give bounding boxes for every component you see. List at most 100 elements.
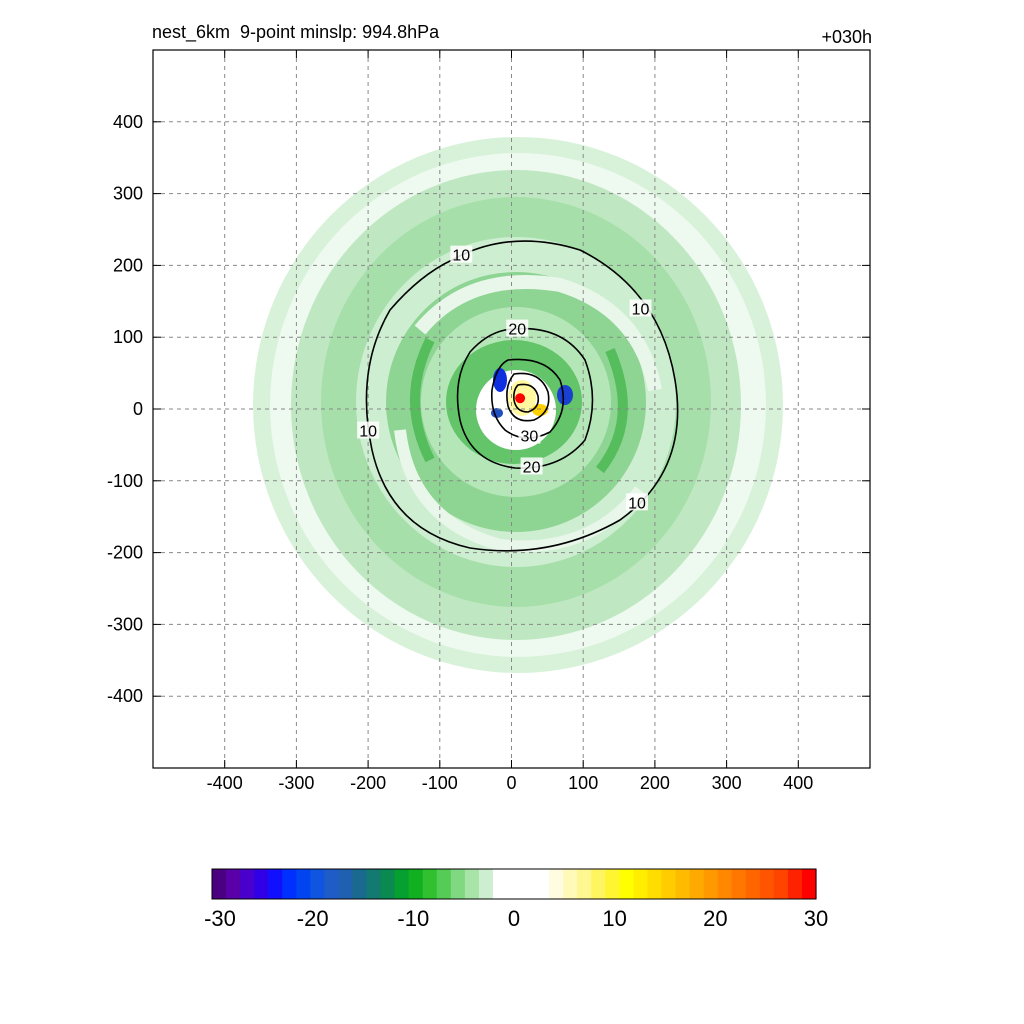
colorbar-segment xyxy=(324,869,340,899)
colorbar-segment xyxy=(661,869,677,899)
colorbar-segment xyxy=(703,869,719,899)
colorbar-segment xyxy=(717,869,733,899)
colorbar-segment xyxy=(521,869,536,899)
field-neg-core-1 xyxy=(493,368,507,392)
colorbar-segment xyxy=(408,869,424,899)
contour-inner-2 xyxy=(513,383,540,413)
colorbar-segment xyxy=(310,869,325,899)
colorbar-segment xyxy=(352,869,368,899)
colorbar-segment xyxy=(366,869,382,899)
contour-label: 10 xyxy=(452,248,470,265)
colorbar-segment xyxy=(619,869,634,899)
field-spiral-2 xyxy=(394,429,645,553)
x-tick-label: -100 xyxy=(422,773,458,793)
y-tick-label: -300 xyxy=(107,614,143,634)
forecast-hour-label: +030h xyxy=(821,27,872,47)
field-neg-core-2 xyxy=(557,385,573,405)
y-tick-label: -100 xyxy=(107,471,143,491)
colorbar-segment xyxy=(450,869,466,899)
y-axis-ticks: 400 300 200 100 0 -100 -200 -300 -400 xyxy=(107,112,870,706)
colorbar-segment xyxy=(296,869,311,899)
field-spiral-3 xyxy=(596,348,628,474)
colorbar-tick-label: -20 xyxy=(297,906,329,931)
x-tick-label: 200 xyxy=(640,773,670,793)
field-spiral-1 xyxy=(414,275,662,392)
colorbar xyxy=(211,868,817,900)
colorbar-segment xyxy=(591,869,606,899)
colorbar-segment xyxy=(436,869,452,899)
x-tick-label: -200 xyxy=(350,773,386,793)
colorbar-segment xyxy=(506,869,522,899)
storm-center-marker xyxy=(515,393,526,404)
y-tick-label: 100 xyxy=(113,327,143,347)
colorbar-segment xyxy=(745,869,761,899)
colorbar-segment xyxy=(338,869,354,899)
colorbar-segment xyxy=(492,869,508,899)
contour-label: 20 xyxy=(508,322,526,339)
colorbar-tick-label: 20 xyxy=(703,906,727,931)
contour-label: 10 xyxy=(632,301,650,318)
x-tick-label: 300 xyxy=(712,773,742,793)
colorbar-segment xyxy=(577,869,592,899)
colorbar-segment xyxy=(394,869,410,899)
contour-label: 30 xyxy=(521,429,539,446)
x-tick-label: 400 xyxy=(783,773,813,793)
x-tick-label: -300 xyxy=(278,773,314,793)
colorbar-segment xyxy=(647,869,663,899)
colorbar-tick-labels: -30 -20 -10 0 10 20 30 xyxy=(204,906,828,931)
colorbar-segment xyxy=(422,869,438,899)
colorbar-segment xyxy=(282,869,297,899)
colorbar-segment xyxy=(563,869,578,899)
colorbar-segment xyxy=(464,869,480,899)
y-tick-label: 400 xyxy=(113,112,143,132)
contour-label: 10 xyxy=(359,424,377,441)
y-tick-label: 200 xyxy=(113,255,143,275)
colorbar-segment xyxy=(240,869,255,899)
colorbar-segment xyxy=(254,869,269,899)
x-tick-label: 0 xyxy=(506,773,516,793)
colorbar-segment xyxy=(605,869,620,899)
colorbar-tick-label: 0 xyxy=(508,906,520,931)
colorbar-segment xyxy=(759,869,775,899)
colorbar-tick-label: -30 xyxy=(204,906,236,931)
contour-label-bg xyxy=(625,493,648,511)
y-tick-label: 300 xyxy=(113,184,143,204)
colorbar-frame xyxy=(211,868,817,900)
plot-title: nest_6km 9-point minslp: 994.8hPa xyxy=(152,22,440,42)
colorbar-segment xyxy=(549,869,564,899)
colorbar-segment xyxy=(731,869,747,899)
y-tick-label: -400 xyxy=(107,686,143,706)
contour-label-bg xyxy=(518,426,541,444)
field-spiral-4 xyxy=(410,337,435,463)
y-tick-label: -200 xyxy=(107,543,143,563)
colorbar-tick-label: 30 xyxy=(804,906,828,931)
contour-label-bg xyxy=(450,245,473,263)
colorbar-segment xyxy=(226,869,241,899)
y-tick-label: 0 xyxy=(133,399,143,419)
colorbar-segment xyxy=(801,869,817,899)
x-axis-ticks: -400 -300 -200 -100 0 100 200 300 400 xyxy=(207,50,813,793)
x-tick-label: 100 xyxy=(568,773,598,793)
x-tick-label: -400 xyxy=(207,773,243,793)
colorbar-segment xyxy=(689,869,705,899)
colorbar-segment xyxy=(675,869,691,899)
filled-field xyxy=(253,137,783,673)
colorbar-segment xyxy=(633,869,649,899)
contour-label-bg xyxy=(520,457,543,475)
contour-labels: 10 10 10 10 20 20 30 xyxy=(357,245,652,512)
colorbar-segment xyxy=(380,869,396,899)
colorbar-tick-label: 10 xyxy=(602,906,626,931)
contour-20 xyxy=(456,327,594,469)
colorbar-segment xyxy=(478,869,494,899)
contour-inner-1 xyxy=(506,372,550,422)
contour-label-bg xyxy=(506,319,529,337)
contour-label-bg xyxy=(629,299,652,317)
contour-label: 10 xyxy=(628,495,646,512)
contour-10 xyxy=(365,240,679,552)
colorbar-segment xyxy=(212,869,227,899)
colorbar-segment xyxy=(268,869,283,899)
colorbar-segment xyxy=(787,869,803,899)
contour-label-bg xyxy=(357,421,380,439)
contour-label: 20 xyxy=(523,459,541,476)
